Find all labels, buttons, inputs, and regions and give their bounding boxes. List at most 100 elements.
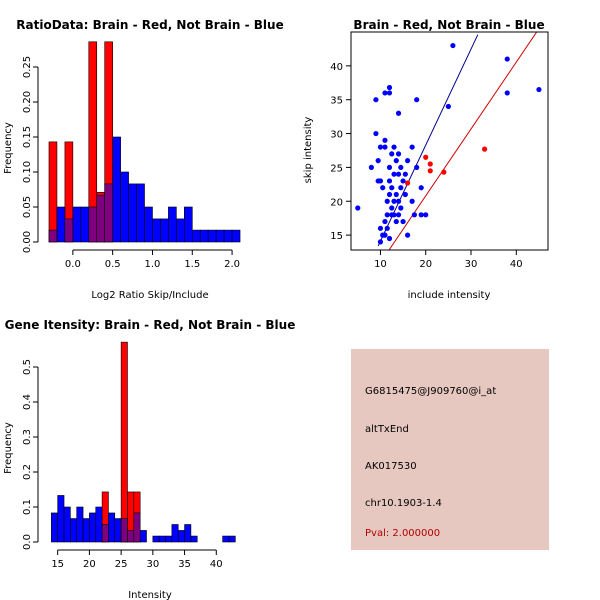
intensity-hist-y-tick-label: 0.4 xyxy=(22,394,33,410)
scatter-point-not-brain xyxy=(389,205,395,211)
ratio-hist-bar-not-brain xyxy=(120,171,129,243)
scatter-point-not-brain xyxy=(382,144,388,150)
ratio-hist-bar-not-brain xyxy=(144,206,153,243)
ratio-hist-y-tick-label: 0.15 xyxy=(22,126,33,148)
ratio-hist-x-tick-label: 0.5 xyxy=(105,259,121,270)
scatter-point-not-brain xyxy=(389,185,395,191)
scatter-point-not-brain xyxy=(384,212,390,218)
scatter-point-not-brain xyxy=(395,198,402,204)
intensity-histogram-title: Gene Itensity: Brain - Red, Not Brain - … xyxy=(5,318,296,332)
scatter-point-not-brain xyxy=(377,239,384,245)
scatter-title: Brain - Red, Not Brain - Blue xyxy=(353,18,544,32)
scatter-point-not-brain xyxy=(405,158,411,164)
scatter-point-not-brain xyxy=(355,205,361,211)
intensity-histogram-xlabel: Intensity xyxy=(128,590,172,600)
scatter-point-not-brain xyxy=(395,151,402,157)
scatter-regression-line xyxy=(377,34,479,247)
intensity-hist-y-tick-label: 0.0 xyxy=(22,534,33,550)
scatter-point-not-brain xyxy=(391,198,397,204)
intensity-hist-y-tick-label: 0.5 xyxy=(22,359,33,375)
ratio-hist-y-tick-label: 0.00 xyxy=(22,231,33,253)
ratio-hist-bar-not-brain xyxy=(160,218,169,243)
scatter-point-not-brain xyxy=(536,86,542,93)
scatter-point-not-brain xyxy=(382,137,388,143)
ratio-hist-bar-not-brain xyxy=(199,229,209,243)
intensity-hist-bar-not-brain xyxy=(222,535,230,543)
scatter-point-not-brain xyxy=(504,90,510,96)
scatter-point-brain xyxy=(427,168,433,174)
scatter-point-not-brain xyxy=(409,144,415,150)
scatter-point-not-brain xyxy=(411,212,418,218)
intensity-hist-bar-not-brain xyxy=(139,530,147,543)
scatter-point-not-brain xyxy=(377,178,384,184)
intensity-hist-x-tick-label: 15 xyxy=(51,559,64,570)
ratio-hist-y-tick-label: 0.25 xyxy=(22,56,33,78)
scatter-x-tick-label: 30 xyxy=(465,259,478,270)
ratio-hist-bar-overlap xyxy=(88,206,98,243)
ratio-hist-x-tick-label: 2.0 xyxy=(224,259,240,270)
ratio-hist-y-tick-label: 0.10 xyxy=(22,161,33,183)
intensity-hist-bar-not-brain xyxy=(171,524,179,543)
ratio-hist-bar-overlap xyxy=(64,218,74,243)
ratio-hist-bar-not-brain xyxy=(136,183,145,243)
scatter-point-not-brain xyxy=(377,225,384,231)
scatter-point-not-brain xyxy=(377,144,384,150)
ratio-hist-bar-not-brain xyxy=(184,206,193,243)
ratio-hist-bar-not-brain xyxy=(231,229,241,243)
scatter-y-tick-label: 25 xyxy=(330,163,343,174)
scatter-point-not-brain xyxy=(386,90,393,96)
scatter-point-brain xyxy=(481,146,488,152)
intensity-hist-y-tick-label: 0.3 xyxy=(22,429,33,445)
scatter-y-tick-label: 40 xyxy=(330,62,343,73)
scatter-point-not-brain xyxy=(398,205,404,211)
intensity-hist-bar-not-brain xyxy=(165,535,173,543)
scatter-point-not-brain xyxy=(386,191,393,198)
scatter-x-tick-label: 20 xyxy=(419,259,432,270)
ratio-hist-bar-not-brain xyxy=(80,206,90,243)
scatter-point-not-brain xyxy=(400,178,406,184)
ratio-hist-bar-not-brain xyxy=(176,218,185,243)
ratio-hist-y-tick-label: 0.05 xyxy=(22,196,33,218)
ratio-hist-bar-overlap xyxy=(104,183,113,243)
scatter-point-not-brain xyxy=(386,235,393,242)
ratio-histogram-title: RatioData: Brain - Red, Not Brain - Blue xyxy=(16,18,283,32)
ratio-histogram-xlabel: Log2 Ratio Skip/Include xyxy=(91,290,208,301)
ratio-hist-bar-not-brain xyxy=(168,206,177,243)
scatter-plot-frame xyxy=(350,31,549,251)
scatter-point-brain xyxy=(423,154,429,160)
scatter-point-not-brain xyxy=(418,185,424,191)
scatter-point-not-brain xyxy=(423,212,429,218)
intensity-hist-bar-overlap xyxy=(120,518,128,543)
intensity-hist-x-tick-label: 20 xyxy=(83,559,96,570)
scatter-point-not-brain xyxy=(373,130,379,137)
scatter-point-not-brain xyxy=(368,164,374,171)
ratio-histogram-panel: RatioData: Brain - Red, Not Brain - Blue… xyxy=(3,18,284,301)
location-text: chr10.1903-1.4 xyxy=(365,498,442,509)
scatter-point-not-brain xyxy=(414,97,420,103)
intensity-hist-bar-not-brain xyxy=(152,535,160,543)
intensity-hist-bar-not-brain xyxy=(158,535,166,543)
probe-id-text: G6815475@J909760@i_at xyxy=(365,386,497,397)
scatter-point-not-brain xyxy=(386,178,393,184)
scatter-point-not-brain xyxy=(391,212,397,218)
ratio-hist-y-tick-label: 0.20 xyxy=(22,91,33,113)
scatter-point-not-brain xyxy=(386,84,393,91)
scatter-xlabel: include intensity xyxy=(408,290,491,301)
ratio-hist-bar-not-brain xyxy=(207,229,217,243)
ratio-hist-bar-not-brain xyxy=(128,183,137,243)
intensity-hist-bar-not-brain xyxy=(89,512,97,543)
scatter-point-not-brain xyxy=(384,198,390,204)
intensity-hist-y-tick-label: 0.2 xyxy=(22,464,33,480)
ratio-hist-x-tick-label: 0.0 xyxy=(65,259,81,270)
probe-info-panel: G6815475@J909760@i_at altTxEnd AK017530 … xyxy=(351,349,549,550)
intensity-hist-bar-overlap xyxy=(133,512,141,543)
intensity-hist-bar-not-brain xyxy=(108,512,116,543)
scatter-point-not-brain xyxy=(414,164,420,171)
scatter-point-not-brain xyxy=(380,185,386,191)
intensity-hist-x-tick-label: 35 xyxy=(178,559,191,570)
scatter-point-not-brain xyxy=(386,164,393,171)
scatter-point-not-brain xyxy=(382,232,388,238)
scatter-y-tick-label: 15 xyxy=(330,231,343,242)
ratio-hist-bar-overlap xyxy=(48,229,58,243)
ratio-hist-bar-not-brain xyxy=(152,218,161,243)
